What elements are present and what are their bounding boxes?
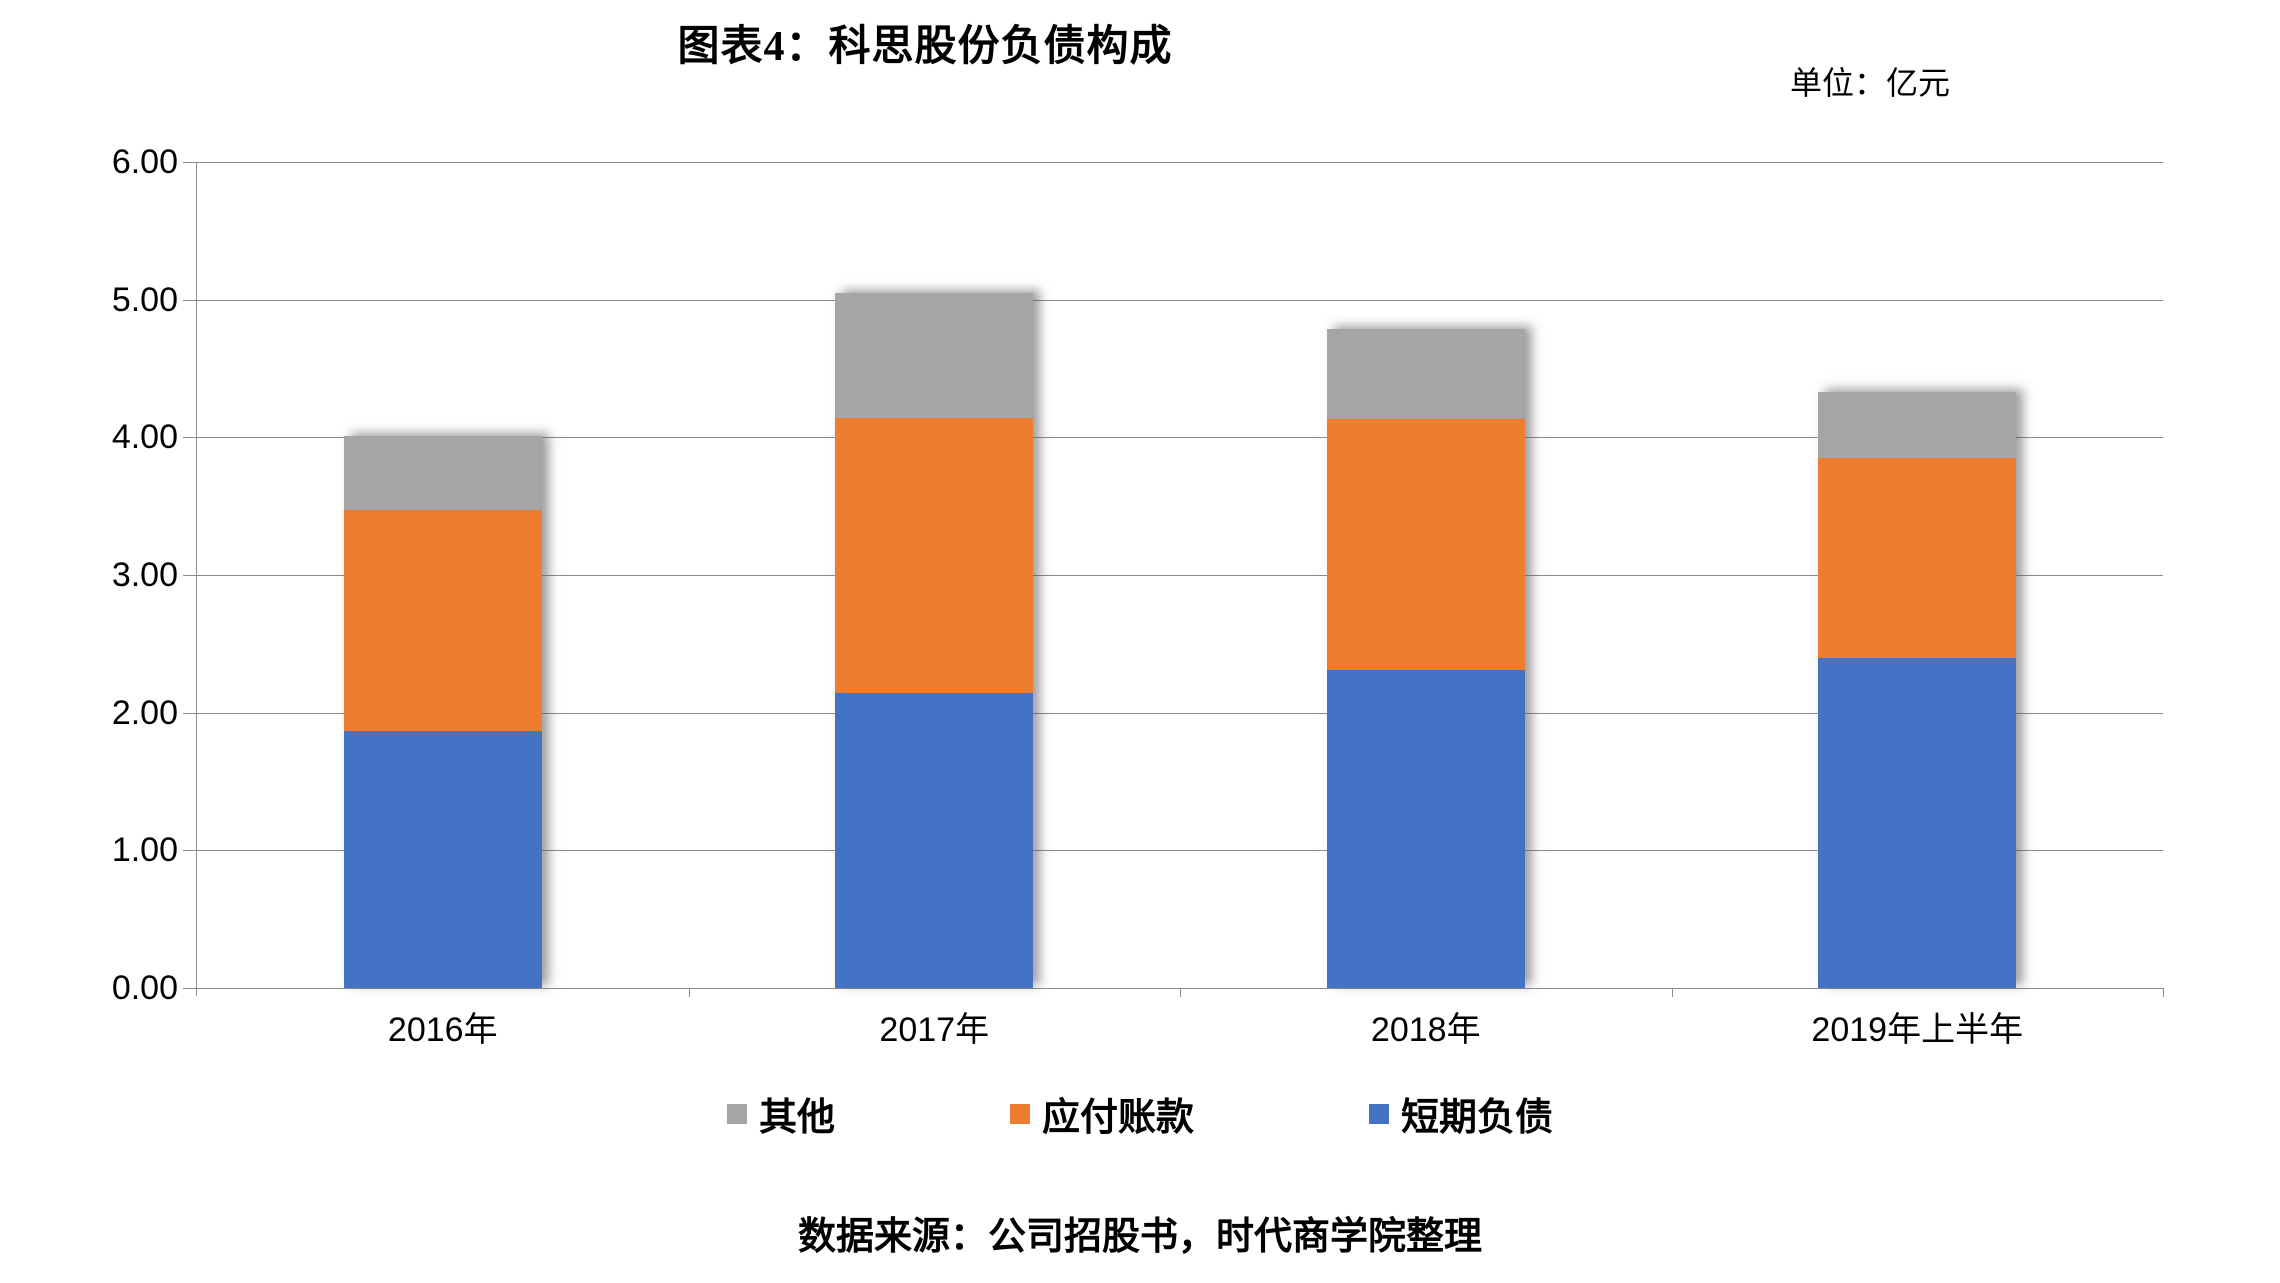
y-axis-label: 2.00 bbox=[111, 693, 178, 732]
bar-stack-2016年 bbox=[343, 435, 542, 988]
legend-swatch-icon bbox=[1009, 1103, 1030, 1124]
legend-item-应付账款: 应付账款 bbox=[1009, 1086, 1194, 1141]
legend-label: 其他 bbox=[758, 1097, 835, 1139]
bar-segment-应付账款 bbox=[1818, 458, 2017, 658]
legend-swatch-icon bbox=[1369, 1103, 1389, 1124]
chart-legend: 其他 应付账款 短期负债 bbox=[0, 1086, 2280, 1141]
y-axis-label: 4.00 bbox=[111, 418, 178, 457]
legend-label: 短期负债 bbox=[1401, 1097, 1554, 1139]
bar-segment-其他 bbox=[1818, 391, 2017, 458]
bar-segment-应付账款 bbox=[835, 418, 1034, 694]
y-axis-label: 3.00 bbox=[111, 556, 178, 594]
legend-label: 应付账款 bbox=[1041, 1097, 1194, 1139]
gridline bbox=[197, 299, 2163, 301]
bar-segment-其他 bbox=[343, 435, 542, 511]
bar-segment-短期负债 bbox=[1818, 657, 2017, 988]
bar-segment-短期负债 bbox=[1326, 670, 1525, 988]
y-axis-label: 5.00 bbox=[111, 280, 178, 319]
x-axis-label: 2016年 bbox=[387, 1011, 498, 1049]
y-axis-tick bbox=[183, 988, 197, 989]
y-axis-tick bbox=[183, 712, 197, 714]
legend-swatch-icon bbox=[726, 1103, 747, 1124]
legend-item-其他: 其他 bbox=[726, 1086, 835, 1141]
bar-segment-其他 bbox=[1326, 328, 1525, 420]
x-axis-label: 2018年 bbox=[1370, 1011, 1481, 1049]
x-axis-tick bbox=[2163, 988, 2164, 997]
bar-segment-短期负债 bbox=[343, 730, 542, 988]
gridline bbox=[197, 162, 2163, 163]
legend-item-短期负债: 短期负债 bbox=[1369, 1086, 1553, 1141]
bar-segment-其他 bbox=[835, 292, 1034, 419]
gridline bbox=[197, 437, 2163, 439]
gridline bbox=[197, 575, 2163, 576]
bar-segment-应付账款 bbox=[1326, 419, 1525, 670]
y-axis-label: 0.00 bbox=[111, 969, 178, 1007]
x-axis-label: 2017年 bbox=[879, 1011, 990, 1049]
x-axis-tick bbox=[1180, 988, 1181, 997]
gridline bbox=[197, 850, 2163, 852]
y-axis-tick bbox=[183, 850, 197, 852]
bar-stack-2017年 bbox=[835, 292, 1034, 988]
y-axis-label: 1.00 bbox=[111, 831, 178, 870]
chart-title: 图表4：科思股份负债构成 bbox=[677, 24, 1173, 70]
bar-segment-应付账款 bbox=[343, 510, 542, 731]
y-axis-line bbox=[196, 162, 197, 996]
bar-segment-短期负债 bbox=[835, 693, 1034, 988]
x-axis-tick bbox=[688, 988, 690, 997]
x-axis-label: 2019年上半年 bbox=[1811, 1011, 2024, 1049]
source-note: 数据来源：公司招股书，时代商学院整理 bbox=[797, 1216, 1482, 1258]
bar-stack-2018年 bbox=[1326, 328, 1525, 988]
x-axis-tick bbox=[1671, 988, 1673, 997]
y-axis-label: 6.00 bbox=[111, 143, 178, 181]
y-axis-tick bbox=[183, 299, 197, 301]
plot-area: 2016年 2017年 2018年 2019年上半年 bbox=[183, 162, 2164, 1049]
bar-stack-2019年上半年 bbox=[1818, 391, 2017, 988]
gridline bbox=[197, 712, 2163, 714]
unit-label: 单位：亿元 bbox=[1789, 65, 1950, 101]
y-axis-tick bbox=[183, 437, 197, 439]
y-axis-tick bbox=[183, 575, 197, 576]
y-axis-tick bbox=[183, 162, 197, 163]
